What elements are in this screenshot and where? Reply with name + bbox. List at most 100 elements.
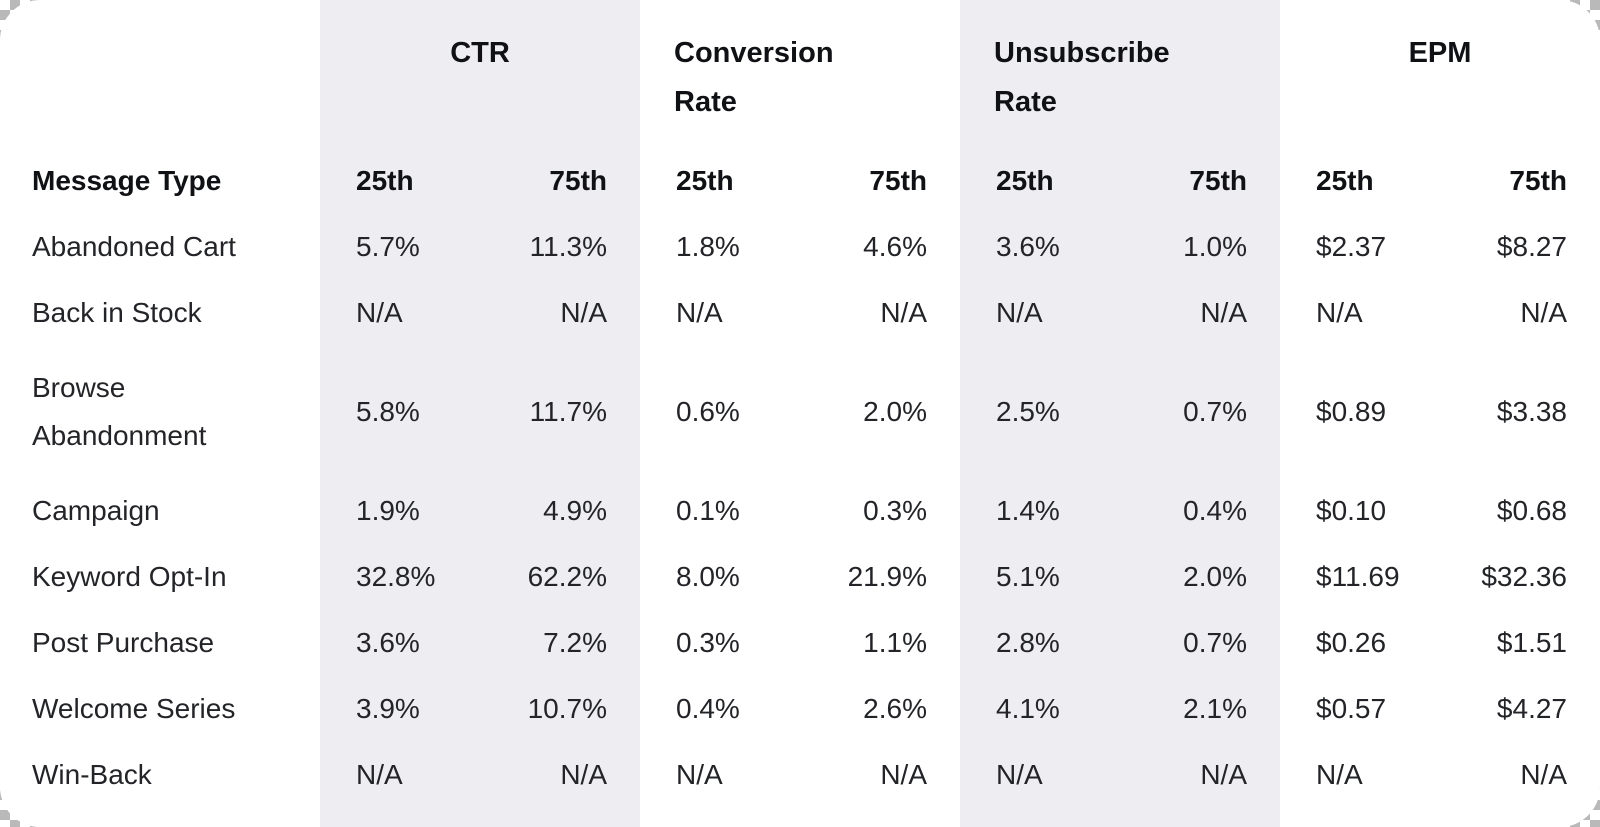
cell-conversion-25th: 8.0% — [676, 561, 740, 592]
group-header-ctr: CTR — [450, 37, 510, 69]
message-type: Welcome Series — [32, 693, 236, 724]
cell-ctr-25th: 1.9% — [356, 495, 420, 526]
cell-conversion-25th: 0.4% — [676, 693, 740, 724]
cell-unsubscribe-25th: N/A — [996, 297, 1043, 328]
cell-ctr-75th: 62.2% — [527, 561, 607, 592]
message-type: Post Purchase — [32, 627, 215, 658]
col-header-ctr-25th: 25th — [356, 165, 414, 196]
cell-epm-25th: $0.26 — [1316, 627, 1387, 658]
cell-ctr-25th: 5.8% — [356, 396, 420, 427]
group-header-epm: EPM — [1408, 37, 1472, 69]
group-header-label: Conversion Rate — [674, 37, 834, 118]
cell-unsubscribe-25th: 5.1% — [996, 561, 1060, 592]
cell-epm-25th: N/A — [1316, 297, 1363, 328]
cell-conversion-75th: N/A — [880, 297, 927, 328]
col-header-epm-25th: 25th — [1316, 165, 1374, 196]
cell-ctr-75th: 4.9% — [543, 495, 607, 526]
ctr-column-stripe — [320, 0, 640, 827]
cell-unsubscribe-25th: N/A — [996, 759, 1043, 790]
cell-epm-25th: $11.69 — [1316, 561, 1400, 592]
cell-ctr-25th: 5.7% — [356, 231, 420, 262]
cell-conversion-25th: 0.6% — [676, 396, 740, 427]
message-type: Keyword Opt-In — [32, 561, 227, 592]
cell-epm-75th: $32.36 — [1481, 561, 1567, 592]
cell-conversion-75th: 0.3% — [863, 495, 927, 526]
message-type: Abandoned Cart — [32, 231, 236, 262]
col-header-conversion-75th: 75th — [869, 165, 927, 196]
row-label: Keyword Opt-In — [0, 544, 320, 610]
cell-conversion-75th: N/A — [880, 759, 927, 790]
cell-epm-75th: $4.27 — [1496, 693, 1567, 724]
cell-epm-75th: N/A — [1520, 759, 1567, 790]
col-header-message-type: Message Type — [32, 165, 222, 196]
col-header-unsubscribe-25th: 25th — [996, 165, 1054, 196]
benchmark-table: CTR Conversion Rate Unsubscribe Rate EPM… — [0, 0, 1567, 808]
cell-conversion-75th: 4.6% — [863, 231, 927, 262]
cell-ctr-25th: 3.6% — [356, 627, 420, 658]
cell-epm-75th: N/A — [1520, 297, 1567, 328]
cell-epm-75th: $3.38 — [1496, 396, 1567, 427]
cell-epm-25th: $0.10 — [1316, 495, 1387, 526]
cell-unsubscribe-25th: 3.6% — [996, 231, 1060, 262]
group-header-label: Unsubscribe Rate — [994, 37, 1170, 118]
cell-conversion-75th: 1.1% — [863, 627, 927, 658]
cell-conversion-25th: 0.1% — [676, 495, 740, 526]
row-label: Abandoned Cart — [0, 214, 320, 280]
group-header-spacer — [0, 0, 320, 148]
cell-ctr-25th: 3.9% — [356, 693, 420, 724]
cell-ctr-75th: N/A — [560, 759, 607, 790]
row-label: Browse Abandonment — [0, 346, 320, 478]
cell-ctr-75th: 7.2% — [543, 627, 607, 658]
cell-unsubscribe-25th: 1.4% — [996, 495, 1060, 526]
cell-ctr-75th: 11.7% — [529, 396, 607, 427]
message-type: Win-Back — [32, 759, 152, 790]
cell-conversion-25th: N/A — [676, 297, 723, 328]
cell-unsubscribe-75th: 1.0% — [1183, 231, 1247, 262]
cell-ctr-25th: N/A — [356, 759, 403, 790]
row-label: Welcome Series — [0, 676, 320, 742]
cell-ctr-75th: N/A — [560, 297, 607, 328]
cell-conversion-25th: N/A — [676, 759, 723, 790]
row-label: Post Purchase — [0, 610, 320, 676]
cell-unsubscribe-75th: N/A — [1200, 759, 1247, 790]
cell-unsubscribe-75th: 2.1% — [1183, 693, 1247, 724]
cell-ctr-25th: N/A — [356, 297, 403, 328]
row-label: Win-Back — [0, 742, 320, 808]
message-type: Campaign — [32, 495, 160, 526]
cell-unsubscribe-25th: 4.1% — [996, 693, 1060, 724]
unsubscribe-column-stripe — [960, 0, 1280, 827]
cell-ctr-75th: 11.3% — [529, 231, 607, 262]
col-header-epm-75th: 75th — [1509, 165, 1567, 196]
cell-unsubscribe-75th: 0.7% — [1183, 627, 1247, 658]
cell-unsubscribe-75th: 0.4% — [1183, 495, 1247, 526]
cell-epm-25th: $0.57 — [1316, 693, 1387, 724]
cell-epm-25th: $2.37 — [1316, 231, 1387, 262]
col-header-unsubscribe-75th: 75th — [1189, 165, 1247, 196]
cell-epm-75th: $1.51 — [1496, 627, 1567, 658]
cell-conversion-25th: 0.3% — [676, 627, 740, 658]
cell-unsubscribe-25th: 2.5% — [996, 396, 1060, 427]
cell-unsubscribe-75th: 0.7% — [1183, 396, 1247, 427]
cell-ctr-25th: 32.8% — [356, 561, 436, 592]
cell-epm-75th: $8.27 — [1496, 231, 1567, 262]
group-header-unsubscribe-rate: Unsubscribe Rate — [960, 0, 1280, 148]
cell-unsubscribe-75th: 2.0% — [1183, 561, 1247, 592]
cell-unsubscribe-75th: N/A — [1200, 297, 1247, 328]
cell-epm-25th: N/A — [1316, 759, 1363, 790]
cell-epm-75th: $0.68 — [1496, 495, 1567, 526]
col-header-conversion-25th: 25th — [676, 165, 734, 196]
cell-ctr-75th: 10.7% — [527, 693, 607, 724]
row-label: Campaign — [0, 478, 320, 544]
row-label: Back in Stock — [0, 280, 320, 346]
message-type: Browse Abandonment — [32, 372, 207, 451]
cell-conversion-75th: 2.0% — [863, 396, 927, 427]
col-header-ctr-75th: 75th — [549, 165, 607, 196]
cell-conversion-75th: 21.9% — [847, 561, 927, 592]
cell-conversion-25th: 1.8% — [676, 231, 740, 262]
group-header-conversion-rate: Conversion Rate — [640, 0, 960, 148]
cell-epm-25th: $0.89 — [1316, 396, 1387, 427]
message-type: Back in Stock — [32, 297, 202, 328]
cell-conversion-75th: 2.6% — [863, 693, 927, 724]
cell-unsubscribe-25th: 2.8% — [996, 627, 1060, 658]
